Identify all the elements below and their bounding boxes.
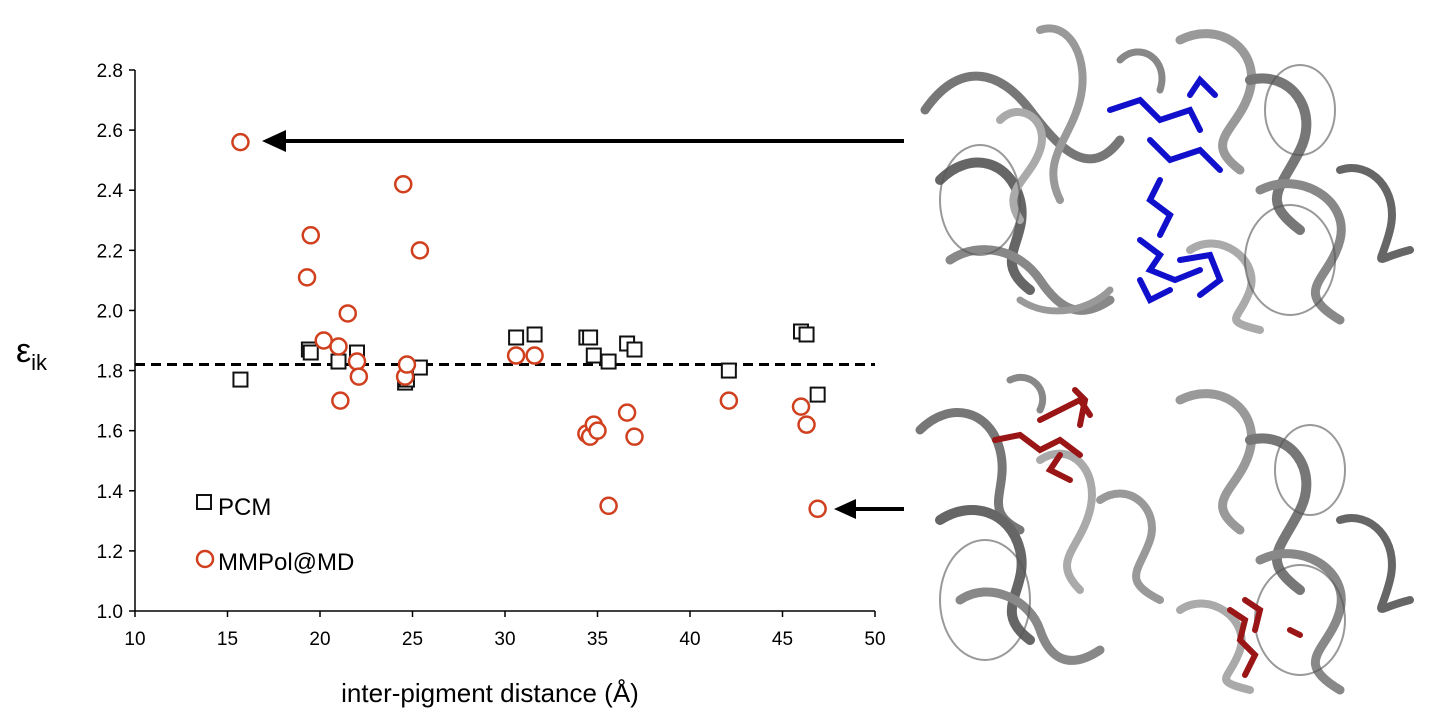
y-tick-label: 1.6 — [97, 422, 123, 443]
data-point-mmpol — [599, 496, 618, 516]
y-tick-label: 2.6 — [97, 121, 123, 142]
y-tick-label: 1.2 — [97, 542, 123, 563]
data-point-pcm — [232, 371, 249, 388]
plot-axes — [134, 70, 875, 612]
data-point-pcm — [526, 326, 543, 343]
data-point-mmpol — [349, 367, 369, 386]
protein-structure-bottom — [915, 373, 1414, 695]
data-point-mmpol — [301, 226, 320, 245]
x-tick-label: 10 — [124, 629, 145, 650]
data-point-mmpol — [617, 403, 637, 422]
data-point-pcm — [798, 326, 815, 343]
data-point-pcm — [302, 344, 319, 361]
protein-structure-top — [920, 24, 1414, 334]
data-point-mmpol — [525, 346, 544, 365]
y-tick-label: 2.4 — [97, 181, 124, 202]
data-point-mmpol — [338, 304, 357, 323]
y-tick-label: 1.8 — [97, 362, 123, 383]
arrow-bottom-head — [834, 499, 856, 519]
y-ticks: 1.0 1.2 1.4 1.6 1.8 2.0 2.2 2.4 2.6 2.8 — [97, 61, 135, 623]
data-point-pcm — [508, 329, 525, 346]
data-point-pcm — [600, 353, 617, 370]
data-point-mmpol — [797, 415, 816, 434]
data-point-mmpol — [791, 397, 811, 416]
x-ticks: 10 15 20 25 30 35 40 45 50 — [124, 611, 886, 650]
data-point-mmpol — [410, 241, 430, 260]
data-point-mmpol — [394, 174, 413, 194]
legend-marker-pcm — [196, 494, 212, 510]
x-axis-label: inter-pigment distance (Å) — [341, 678, 639, 708]
y-tick-label: 1.0 — [97, 602, 123, 623]
legend-marker-mmpol — [195, 549, 215, 569]
data-point-mmpol — [719, 391, 739, 410]
data-point-pcm — [585, 347, 602, 364]
data-point-pcm — [809, 386, 826, 403]
data-point-pcm — [626, 341, 643, 358]
legend-label-pcm: PCM — [218, 494, 271, 521]
y-tick-label: 1.4 — [97, 482, 124, 503]
y-axis-label-main: ε — [16, 332, 31, 370]
x-tick-label: 50 — [864, 629, 885, 650]
x-tick-label: 45 — [772, 629, 793, 650]
arrow-top-head — [262, 130, 286, 152]
data-point-mmpol — [331, 391, 350, 410]
data-point-mmpol — [397, 355, 417, 374]
legend-label-mmpol: MMPol@MD — [218, 549, 354, 576]
x-tick-label: 25 — [402, 629, 423, 650]
data-point-mmpol — [808, 499, 827, 519]
y-tick-label: 2.8 — [97, 61, 123, 82]
x-tick-label: 15 — [217, 629, 238, 650]
data-point-pcm — [720, 362, 737, 379]
data-point-mmpol — [625, 427, 644, 446]
y-tick-label: 2.0 — [97, 301, 123, 322]
y-axis-label-sub: ik — [31, 350, 48, 375]
data-point-pcm — [330, 353, 347, 370]
x-tick-label: 30 — [494, 629, 515, 650]
data-point-mmpol — [347, 352, 367, 371]
y-tick-label: 2.2 — [97, 241, 123, 262]
data-point-mmpol — [297, 268, 317, 287]
x-tick-label: 20 — [309, 629, 330, 650]
y-axis-label: εik — [16, 332, 48, 375]
series-mmpol — [231, 132, 827, 519]
x-tick-label: 40 — [679, 629, 700, 650]
data-point-mmpol — [588, 421, 607, 440]
data-point-mmpol — [329, 337, 348, 356]
data-point-mmpol — [506, 346, 526, 365]
legend: PCM MMPol@MD — [195, 494, 354, 576]
data-point-mmpol — [231, 132, 250, 152]
x-tick-label: 35 — [587, 629, 608, 650]
data-point-pcm — [582, 329, 599, 346]
